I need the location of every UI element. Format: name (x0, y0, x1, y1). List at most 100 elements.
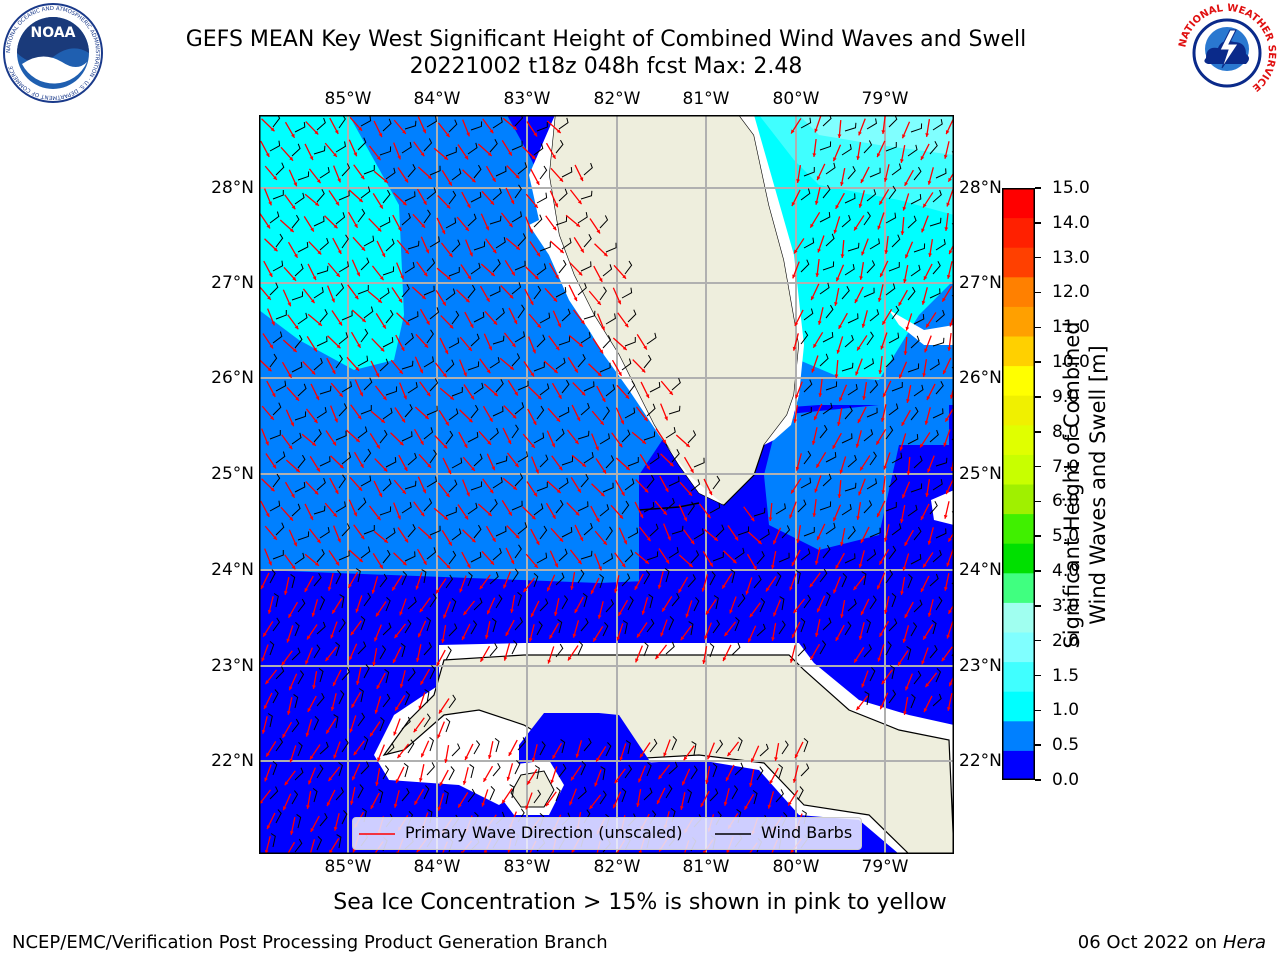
wave-arrow-head (294, 325, 299, 330)
wave-arrow-head (858, 563, 863, 568)
wave-arrow-head (948, 537, 952, 542)
wave-zone-high-west (259, 115, 404, 370)
wind-barb (473, 382, 484, 395)
wind-barb (429, 236, 440, 248)
wave-arrow-head (555, 346, 560, 351)
wind-barb (888, 689, 897, 704)
wave-arrow-head (854, 226, 858, 231)
wave-arrow-head (902, 134, 906, 139)
wind-barb (800, 188, 811, 201)
wave-arrow-head (382, 396, 387, 401)
wave-arrow-head (836, 349, 841, 354)
wave-arrow-head (421, 295, 426, 300)
wind-barb (885, 641, 892, 656)
wave-arrow-head (507, 849, 511, 853)
wind-barb (451, 528, 462, 541)
wave-arrow-head (313, 347, 317, 352)
wind-barb (360, 186, 371, 199)
wave-arrow-head (810, 223, 814, 228)
wind-barb (489, 139, 498, 153)
wave-arrow-head (426, 320, 430, 325)
wind-barb (401, 787, 410, 802)
lat-label-left: 23°N (211, 656, 254, 676)
wave-arrow-head (815, 273, 820, 277)
wave-arrow-head (375, 782, 379, 786)
wave-arrow-head (358, 198, 363, 203)
wave-arrow-head (597, 300, 601, 305)
wind-barb (668, 761, 678, 775)
wave-arrow-head (553, 297, 558, 302)
wave-arrow-head (283, 590, 288, 595)
wave-arrow-head (853, 586, 858, 591)
wave-arrow-head (314, 130, 319, 135)
wave-arrow-head (921, 660, 925, 665)
wave-arrow-head (441, 639, 445, 643)
lat-label-right: 22°N (959, 751, 1002, 771)
wind-barb (869, 527, 881, 538)
wind-barb (888, 474, 898, 488)
colorbar-tick-mark (1035, 431, 1041, 433)
wave-arrow-head (508, 151, 512, 156)
wind-barb (319, 456, 331, 467)
wind-barb (929, 501, 938, 515)
wind-barb (800, 477, 812, 489)
wind-barb (797, 786, 804, 801)
wave-arrow-head (904, 613, 909, 618)
wave-arrow-head (876, 153, 881, 158)
wind-barb (517, 233, 527, 247)
wave-arrow-head (489, 489, 494, 494)
wind-barb (891, 163, 902, 176)
wave-arrow-head (400, 275, 404, 280)
wind-barb (605, 242, 617, 253)
wave-arrow-head (266, 825, 271, 830)
wind-barb (495, 237, 506, 249)
colorbar-band (1002, 602, 1035, 633)
wind-barb (885, 283, 896, 296)
wave-arrow-head (904, 181, 909, 186)
wave-arrow-head (268, 201, 272, 206)
wind-barb (625, 740, 631, 755)
wind-barb (932, 261, 941, 275)
wind-barb (781, 525, 791, 539)
wave-arrow-head (881, 490, 886, 494)
wind-barb (847, 526, 856, 540)
bahamas-island-south (931, 490, 954, 525)
wave-arrow-head (877, 297, 882, 302)
wind-barb (401, 571, 408, 586)
wind-barb (624, 407, 636, 419)
wave-arrow-head (641, 368, 646, 373)
wave-arrow-head (549, 634, 553, 639)
wind-barb (869, 595, 877, 610)
wave-arrow-head (380, 419, 385, 423)
wind-barb (671, 736, 678, 751)
wave-arrow-head (795, 466, 800, 471)
wave-arrow-head (375, 612, 380, 617)
wind-barb (291, 647, 301, 661)
wind-barb (514, 617, 523, 631)
colorbar-tick: 14.0 (1052, 212, 1090, 233)
wind-barb (558, 117, 569, 130)
wind-barb (511, 424, 519, 439)
wave-arrow-head (635, 658, 639, 663)
wave-arrow-head (461, 636, 466, 641)
wave-arrow-head (920, 443, 924, 448)
wind-barb (935, 457, 948, 467)
wave-arrow-head (547, 659, 552, 664)
wave-arrow-head (445, 421, 449, 426)
wave-arrow-head (488, 346, 492, 351)
wave-arrow-head (330, 634, 334, 639)
wave-arrow-head (261, 729, 266, 734)
wave-arrow-head (436, 661, 441, 666)
wave-arrow-head (570, 776, 575, 781)
wave-arrow-head (945, 490, 950, 495)
wind-barb (470, 262, 481, 275)
wave-arrow-head (376, 156, 381, 161)
wind-barb (844, 482, 857, 492)
wave-arrow-head (839, 397, 843, 402)
wind-barb (511, 353, 521, 367)
wave-arrow-head (360, 463, 364, 468)
wave-arrow-head (880, 417, 885, 422)
wind-barb (341, 810, 348, 825)
wave-arrow-head (509, 366, 514, 370)
wave-arrow-head (528, 637, 533, 642)
